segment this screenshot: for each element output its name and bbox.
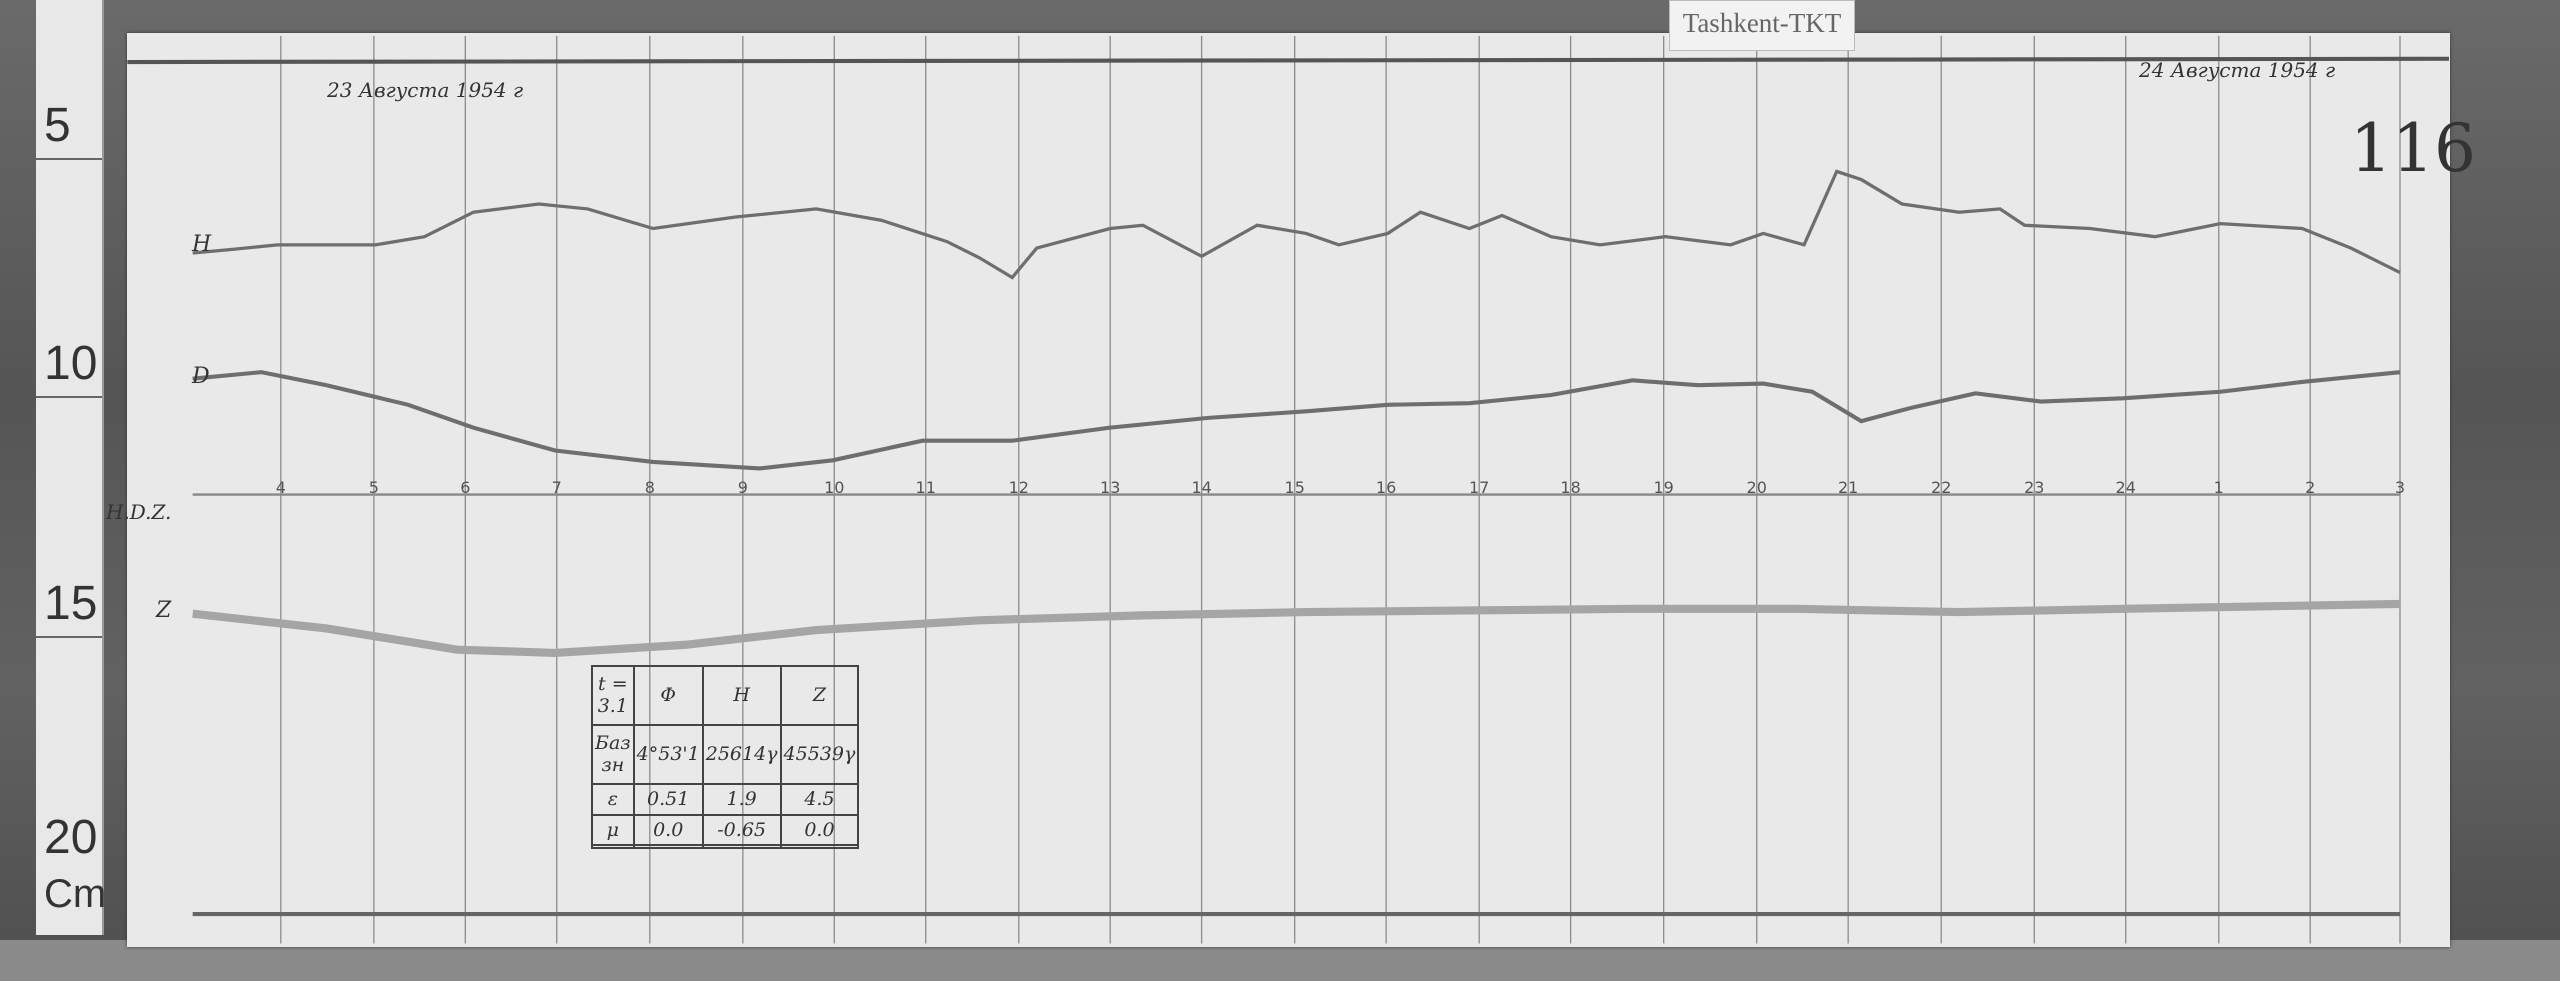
table-row bbox=[591, 844, 860, 849]
ruler-mark-15: 15 bbox=[44, 577, 98, 630]
baseline-label: H.D.Z. bbox=[106, 500, 172, 524]
ruler-unit: Cm bbox=[44, 872, 107, 916]
h-trace bbox=[192, 169, 2401, 280]
z-trace-label: Z bbox=[156, 598, 172, 623]
table-cell bbox=[591, 844, 635, 849]
h-trace-label: H bbox=[192, 232, 212, 257]
z-trace bbox=[192, 599, 2401, 657]
start-date: 23 Августа 1954 г bbox=[327, 78, 524, 102]
table-cell: 4.5 bbox=[779, 782, 860, 816]
table-cell: H bbox=[701, 665, 782, 726]
table-cell: 25614γ bbox=[701, 723, 782, 785]
hour-label: 15 bbox=[1284, 478, 1305, 497]
sheet-number: 116 bbox=[2350, 110, 2476, 187]
table-row: μ 0.0 -0.65 0.0 bbox=[591, 813, 860, 847]
table-cell bbox=[779, 844, 860, 849]
hour-label: 13 bbox=[1100, 478, 1121, 497]
table-cell: 4°53'1 bbox=[632, 723, 704, 785]
d-trace bbox=[192, 370, 2401, 471]
hour-label: 18 bbox=[1560, 478, 1581, 497]
hour-label: 17 bbox=[1468, 478, 1490, 497]
hour-label: 21 bbox=[1837, 478, 1859, 497]
table-cell: Баз зн bbox=[591, 723, 635, 785]
ruler-tick bbox=[36, 158, 102, 160]
hour-label: 12 bbox=[1008, 478, 1029, 497]
table-cell: 1.9 bbox=[701, 782, 782, 816]
table-cell: Z bbox=[779, 665, 860, 726]
table-cell: -0.65 bbox=[701, 813, 782, 847]
hour-label: 8 bbox=[644, 478, 655, 497]
ruler-mark-20: 20 bbox=[44, 811, 98, 864]
top-edge-line bbox=[127, 56, 2449, 65]
hour-label: 1 bbox=[2213, 478, 2224, 497]
hour-label: 10 bbox=[824, 478, 845, 497]
magnetogram-sheet bbox=[127, 33, 2450, 947]
table-cell bbox=[701, 844, 782, 849]
table-header-row: t = 3.1 Φ H Z bbox=[591, 665, 860, 726]
d-trace-label: D bbox=[192, 364, 210, 389]
table-cell: ε bbox=[591, 782, 635, 816]
hour-label: 6 bbox=[460, 478, 471, 497]
table-cell: μ bbox=[591, 813, 635, 847]
station-label: Tashkent-TKT bbox=[1669, 0, 1855, 51]
ruler-tick bbox=[36, 396, 102, 398]
table-cell: 45539γ bbox=[779, 723, 860, 785]
hour-label: 20 bbox=[1746, 478, 1767, 497]
hour-label: 11 bbox=[915, 478, 936, 497]
hour-label: 9 bbox=[737, 478, 748, 497]
hour-label: 5 bbox=[368, 478, 379, 497]
table-row: ε 0.51 1.9 4.5 bbox=[591, 782, 860, 816]
ruler: 5 10 15 20 Cm bbox=[36, 0, 107, 935]
hour-label: 7 bbox=[551, 478, 562, 497]
hour-label: 23 bbox=[2024, 478, 2045, 497]
baseline-values-table: t = 3.1 Φ H Z Баз зн 4°53'1 25614γ 45539… bbox=[591, 665, 860, 849]
ruler-tick bbox=[36, 636, 102, 638]
ruler-mark-5: 5 bbox=[44, 99, 71, 152]
hour-label: 14 bbox=[1191, 478, 1212, 497]
hour-label: 19 bbox=[1653, 478, 1674, 497]
table-cell bbox=[632, 844, 704, 849]
hour-label: 22 bbox=[1931, 478, 1952, 497]
end-date: 24 Августа 1954 г bbox=[2139, 58, 2336, 82]
hour-label: 2 bbox=[2305, 478, 2316, 497]
hour-label: 16 bbox=[1375, 478, 1397, 497]
table-cell: 0.0 bbox=[779, 813, 860, 847]
table-cell: t = 3.1 bbox=[591, 665, 635, 726]
hour-label: 4 bbox=[275, 478, 286, 497]
ruler-mark-10: 10 bbox=[44, 337, 98, 390]
hour-label: 3 bbox=[2394, 478, 2406, 497]
table-row: Баз зн 4°53'1 25614γ 45539γ bbox=[591, 723, 860, 785]
table-cell: 0.51 bbox=[632, 782, 704, 816]
table-cell: 0.0 bbox=[632, 813, 704, 847]
table-cell: Φ bbox=[632, 665, 704, 726]
hour-label: 24 bbox=[2115, 478, 2136, 497]
